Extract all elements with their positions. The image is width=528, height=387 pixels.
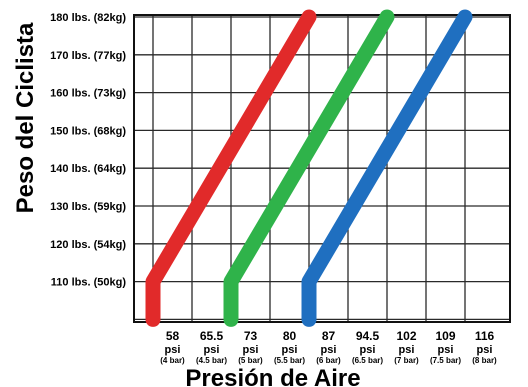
x-tick-unit: psi xyxy=(438,344,454,356)
series-line-1 xyxy=(145,9,317,327)
plot-area xyxy=(133,14,511,323)
x-tick-value: 87 xyxy=(322,329,336,343)
x-tick-bar: (6.5 bar) xyxy=(352,356,383,365)
x-tick-value: 109 xyxy=(435,329,455,343)
series-line-3 xyxy=(301,9,473,327)
x-tick-value: 102 xyxy=(396,329,416,343)
x-tick-unit: psi xyxy=(477,344,493,356)
y-tick-label: 150 lbs. (68kg) xyxy=(50,125,126,137)
y-tick-label: 130 lbs. (59kg) xyxy=(50,201,126,213)
series-layer xyxy=(145,9,473,327)
x-tick-value: 94.5 xyxy=(356,329,380,343)
x-tick-bar: (7.5 bar) xyxy=(430,356,461,365)
x-tick-bar: (7 bar) xyxy=(394,356,419,365)
x-tick-bar: (6 bar) xyxy=(316,356,341,365)
y-tick-label: 110 lbs. (50kg) xyxy=(51,277,127,289)
x-axis-title: Presión de Aire xyxy=(185,365,360,387)
x-tick-bar: (4.5 bar) xyxy=(196,356,227,365)
y-tick-label: 170 lbs. (77kg) xyxy=(50,50,126,62)
x-tick-value: 73 xyxy=(244,329,258,343)
x-tick-unit: psi xyxy=(243,344,259,356)
y-tick-labels: 110 lbs. (50kg) 120 lbs. (54kg) 130 lbs. (… xyxy=(50,12,126,289)
series-line-2 xyxy=(223,9,395,327)
x-tick-bar: (5.5 bar) xyxy=(274,356,305,365)
y-axis-title: Peso del Ciclista xyxy=(12,22,39,213)
x-tick-value: 80 xyxy=(283,329,297,343)
y-tick-label: 160 lbs. (73kg) xyxy=(50,88,126,100)
x-tick-value: 58 xyxy=(166,329,180,343)
x-tick-value: 116 xyxy=(475,329,495,343)
x-tick-unit: psi xyxy=(282,344,298,356)
x-tick-unit: psi xyxy=(165,344,181,356)
x-tick-bar: (8 bar) xyxy=(472,356,497,365)
x-tick-bar: (5 bar) xyxy=(238,356,263,365)
x-tick-unit: psi xyxy=(204,344,220,356)
x-tick-unit: psi xyxy=(321,344,337,356)
y-tick-label: 120 lbs. (54kg) xyxy=(50,239,126,251)
y-tick-label: 140 lbs. (64kg) xyxy=(50,163,126,175)
x-tick-bar: (4 bar) xyxy=(160,356,185,365)
x-tick-value: 65.5 xyxy=(200,329,224,343)
x-tick-unit: psi xyxy=(399,344,415,356)
y-tick-label: 180 lbs. (82kg) xyxy=(50,12,126,24)
x-tick-unit: psi xyxy=(360,344,376,356)
